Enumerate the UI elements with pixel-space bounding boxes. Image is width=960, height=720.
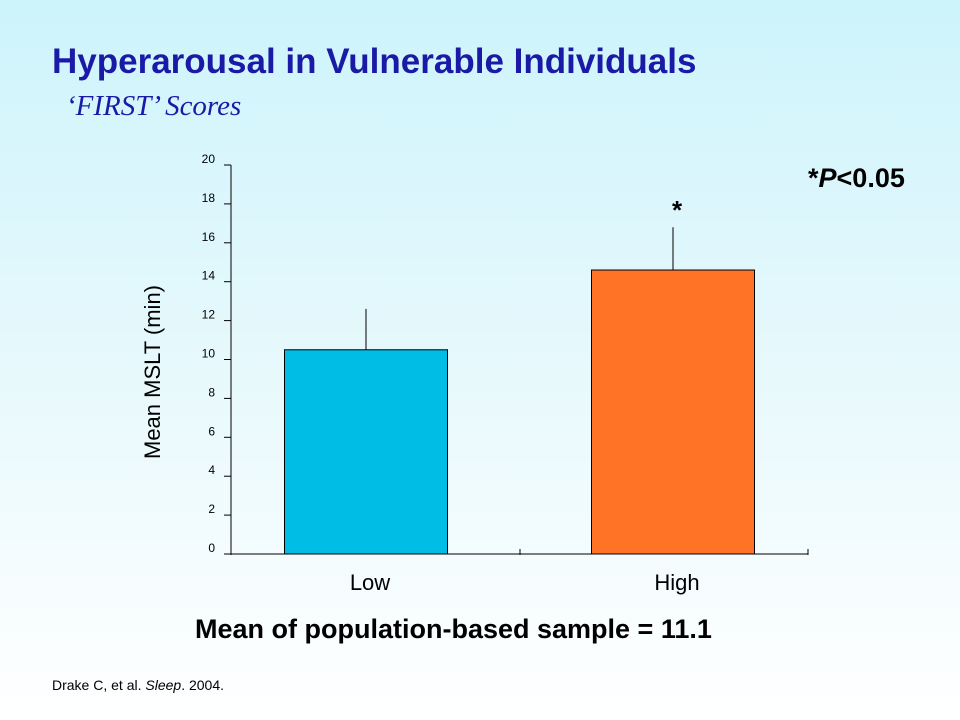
citation-authors: Drake C, et al. (52, 677, 146, 693)
y-tick-label: 8 (208, 385, 215, 399)
y-tick-label: 14 (202, 269, 216, 283)
y-axis-ticks: 0 2 4 6 8 10 12 14 16 18 20 (202, 152, 231, 555)
significance-note: *P<0.05 (808, 163, 905, 194)
citation-journal: Sleep (145, 677, 182, 693)
y-tick-label: 6 (208, 424, 215, 438)
significance-marker: * (672, 195, 683, 225)
x-tick-label: Low (350, 570, 390, 595)
p-symbol: P (818, 163, 837, 193)
y-tick-label: 16 (202, 230, 216, 244)
bar-low (284, 349, 448, 555)
y-tick-label: 20 (202, 152, 216, 166)
citation: Drake C, et al. Sleep. 2004. (52, 677, 224, 693)
slide-title: Hyperarousal in Vulnerable Individuals (52, 42, 697, 81)
population-mean-note: Mean of population-based sample = 11.1 (195, 614, 712, 644)
y-tick-label: 4 (208, 463, 215, 477)
y-tick-label: 10 (202, 347, 216, 361)
bars: Low High * (284, 195, 755, 595)
y-tick-label: 0 (208, 541, 215, 555)
significance-value: <0.05 (836, 163, 905, 193)
y-axis-label: Mean MSLT (min) (140, 285, 165, 459)
y-tick-label: 18 (202, 191, 216, 205)
y-tick-label: 12 (202, 308, 216, 322)
y-tick-label: 2 (208, 502, 215, 516)
bar-high (591, 269, 755, 555)
significance-prefix: * (808, 163, 819, 193)
citation-year: . 2004. (181, 677, 225, 693)
slide-subtitle: ‘FIRST’ Scores (66, 90, 242, 122)
x-tick-label: High (654, 570, 699, 595)
